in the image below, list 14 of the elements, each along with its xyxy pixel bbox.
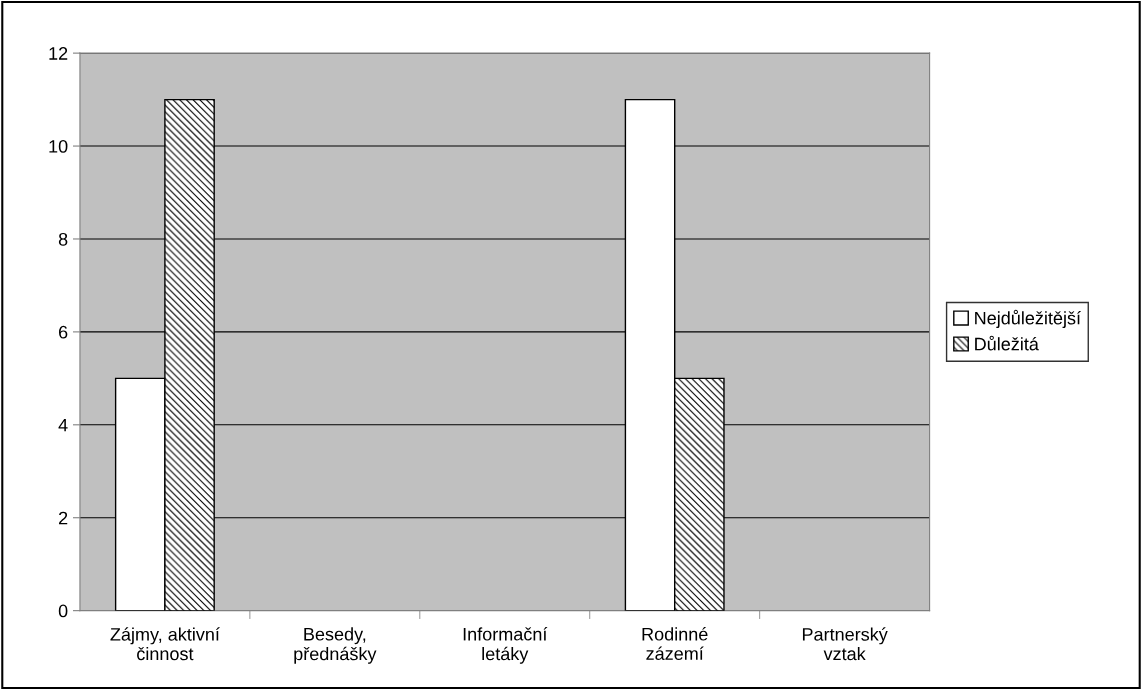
y-tick-label: 2: [59, 511, 68, 525]
x-tick-label: Informační letáky: [463, 627, 548, 664]
y-tick-label: 6: [59, 325, 68, 339]
x-tick-label: Zájmy, aktivní činnost: [110, 627, 220, 661]
y-tick-label: 8: [58, 232, 68, 246]
legend-label: Důležitá: [975, 335, 1039, 351]
y-tick-label: 0: [58, 604, 68, 618]
y-tick-label: 10: [49, 139, 68, 153]
y-tick-label: 12: [49, 47, 68, 60]
x-tick-label: Rodinné zázemí: [642, 627, 708, 661]
x-tick-label: Besedy, přednášky: [294, 627, 377, 664]
y-tick-label: 4: [58, 418, 68, 432]
legend-label: Nejdůležitější: [975, 309, 1081, 329]
x-tick-label: Partnerský vztak: [802, 627, 888, 661]
